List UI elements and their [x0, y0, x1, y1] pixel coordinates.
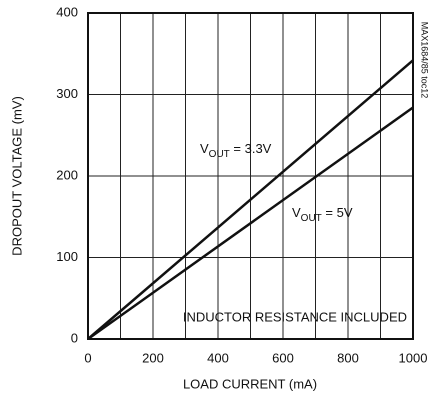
- label-part: = 3.3V: [230, 141, 272, 156]
- y-tick-label: 0: [71, 330, 78, 345]
- label-part: V: [292, 205, 301, 220]
- x-tick-label: 400: [207, 350, 229, 365]
- label-part: V: [200, 141, 209, 156]
- x-tick-label: 200: [142, 350, 164, 365]
- figure-id: MAX1684/85 toc12: [420, 22, 430, 99]
- data-line: [87, 106, 414, 341]
- label-part: OUT: [301, 213, 322, 224]
- x-axis-label: LOAD CURRENT (mA): [183, 376, 317, 391]
- x-tick-label: 1000: [399, 350, 428, 365]
- x-tick-label: 600: [272, 350, 294, 365]
- series-label: VOUT = 5V: [292, 205, 353, 223]
- y-tick-label: 400: [56, 4, 78, 19]
- x-tick-label: 800: [337, 350, 359, 365]
- data-line: [87, 59, 414, 340]
- y-tick-label: 100: [56, 249, 78, 264]
- series-label: VOUT = 3.3V: [200, 141, 272, 159]
- label-part: = 5V: [322, 205, 353, 220]
- plot-frame: [87, 12, 414, 340]
- y-tick-label: 300: [56, 86, 78, 101]
- y-axis-label: DROPOUT VOLTAGE (mV): [9, 96, 24, 256]
- x-tick-label: 0: [84, 350, 91, 365]
- y-tick-label: 200: [56, 167, 78, 182]
- annotation: INDUCTOR RESISTANCE INCLUDED: [183, 309, 407, 324]
- label-part: OUT: [209, 149, 230, 160]
